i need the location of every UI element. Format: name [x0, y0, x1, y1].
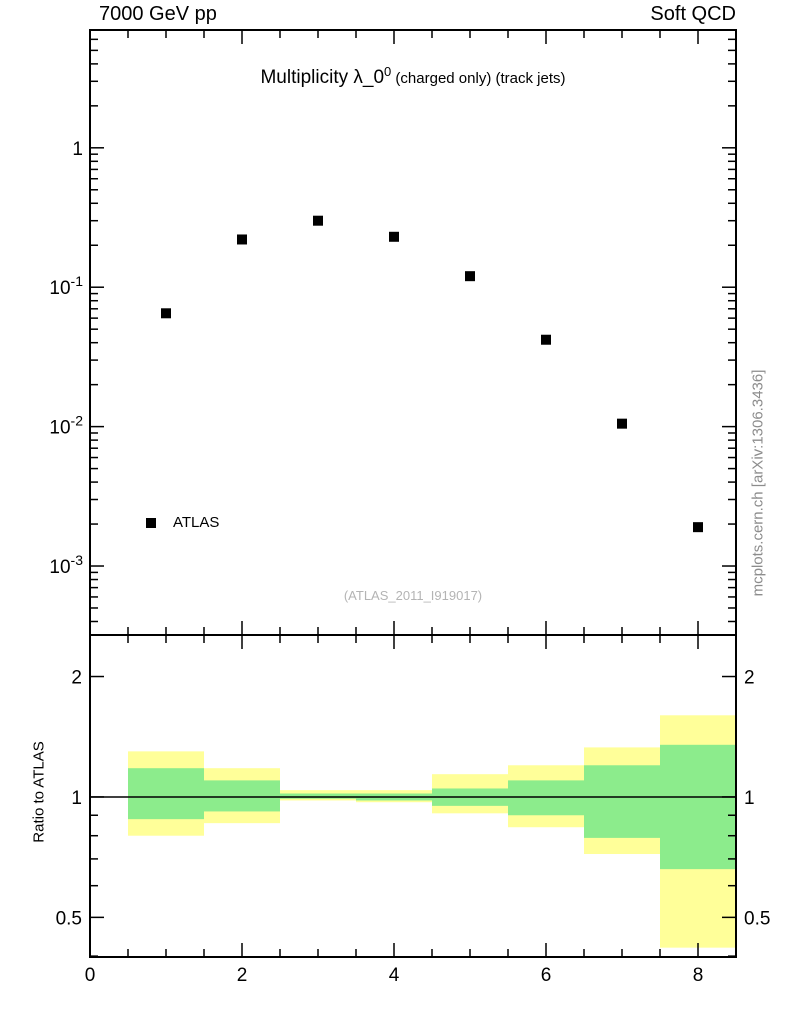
process-label: Soft QCD — [650, 3, 736, 25]
plot-title-superscript: 0 — [384, 64, 392, 79]
x-tick-label: 8 — [693, 965, 704, 986]
beam-energy-label: 7000 GeV pp — [99, 3, 217, 25]
x-tick-label: 4 — [389, 965, 400, 986]
uncertainty-band-green — [584, 765, 660, 838]
main-y-tick-label: 10-2 — [49, 413, 83, 439]
data-point — [617, 418, 627, 429]
ratio-y-tick-label-right: 0.5 — [744, 908, 770, 929]
plot-title: Multiplicity λ_00 (charged only) (track … — [90, 64, 736, 89]
legend: ATLAS — [146, 514, 219, 531]
uncertainty-band-green — [508, 780, 584, 816]
data-point — [161, 308, 171, 319]
uncertainty-band-green — [280, 793, 356, 799]
ratio-y-axis-label: Ratio to ATLAS — [30, 741, 48, 843]
main-y-tick-label: 1 — [72, 139, 83, 160]
x-tick-label: 6 — [541, 965, 552, 986]
plot-title-main: Multiplicity λ_0 — [260, 67, 385, 88]
analysis-id-label: (ATLAS_2011_I919017) — [343, 588, 483, 603]
uncertainty-band-green — [660, 744, 736, 870]
data-point — [389, 231, 399, 242]
ratio-y-tick-label-left: 0.5 — [56, 908, 82, 929]
legend-marker-icon — [146, 517, 156, 528]
plot-title-suffix: (charged only) (track jets) — [391, 70, 566, 87]
data-point — [693, 522, 703, 533]
ratio-y-tick-label-left: 1 — [71, 788, 82, 809]
watermark-label: mcplots.cern.ch [arXiv:1306.3436] — [749, 369, 767, 597]
uncertainty-band-green — [204, 780, 280, 812]
ratio-y-tick-label-left: 2 — [71, 668, 82, 689]
uncertainty-band-green — [128, 768, 204, 820]
legend-label: ATLAS — [173, 514, 220, 531]
ratio-y-tick-label-right: 1 — [744, 788, 755, 809]
ratio-y-tick-label-right: 2 — [744, 668, 755, 689]
main-frame — [89, 29, 737, 636]
main-y-tick-label: 10-3 — [49, 552, 83, 578]
main-y-tick-label: 10-1 — [49, 273, 83, 299]
data-point — [237, 234, 247, 245]
x-tick-label: 0 — [85, 965, 96, 986]
x-tick-label: 2 — [237, 965, 248, 986]
ratio-frame — [89, 634, 737, 958]
data-point — [465, 271, 475, 282]
data-point — [541, 334, 551, 345]
data-point — [313, 215, 323, 226]
